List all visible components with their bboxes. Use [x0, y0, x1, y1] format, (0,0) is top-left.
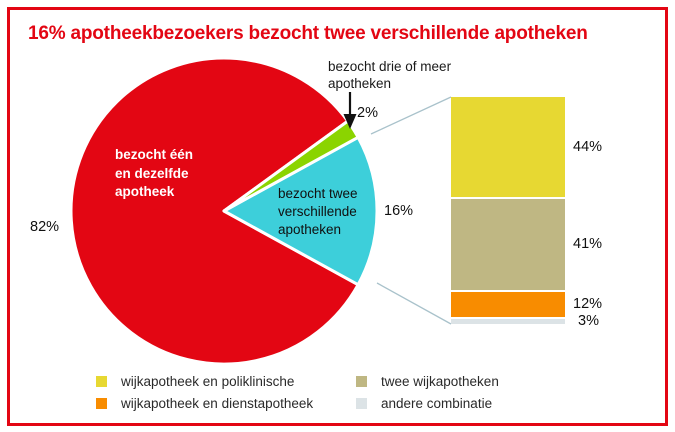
pie-label-three-or-more: bezocht drie of meer apotheken: [328, 59, 452, 91]
legend-label: wijkapotheek en dienstapotheek: [121, 395, 314, 411]
bar-segment-twee-wijkapotheken: [451, 196, 565, 290]
legend-item-wijkapotheek-dienstapotheek: wijkapotheek en dienstapotheek: [96, 396, 356, 411]
bar-segment-wijkapotheek-dienstapotheek: [451, 289, 565, 318]
connector-line-top: [370, 96, 452, 135]
legend-label: andere combinatie: [381, 395, 493, 411]
legend-swatch-icon: [356, 375, 367, 387]
legend-label: wijkapotheek en poliklinische: [121, 373, 295, 389]
legend-item-andere-combinatie: andere combinatie: [356, 396, 499, 411]
down-arrow-icon: [343, 92, 357, 129]
bar-segment-andere-combinatie: [451, 317, 565, 324]
pie-value-three-or-more: 2%: [357, 105, 378, 121]
pie-label-same-pharmacy: bezocht één en dezelfde apotheek: [115, 147, 194, 199]
pie-slice-two-pharmacies: [222, 135, 379, 287]
connector-line-bottom: [376, 282, 452, 325]
legend-swatch-icon: [96, 375, 107, 387]
breakdown-stacked-bar: [451, 97, 565, 324]
legend-label: twee wijkapotheken: [381, 373, 499, 389]
pie-slice-same-pharmacy: [69, 56, 360, 366]
pie-value-same-pharmacy: 82%: [30, 219, 60, 235]
legend-swatch-icon: [96, 397, 107, 409]
pie-value-two-pharmacies: 16%: [384, 203, 414, 219]
bar-value-twee-wijkapotheken: 41%: [573, 236, 603, 252]
legend-swatch-icon: [356, 397, 367, 409]
legend-item-twee-wijkapotheken: twee wijkapotheken: [356, 374, 499, 389]
legend: wijkapotheek en poliklinische twee wijka…: [96, 370, 499, 414]
bar-value-andere-combinatie: 3%: [578, 313, 599, 329]
chart-title: 16% apotheekbezoekers bezocht twee versc…: [28, 23, 588, 44]
pie-label-two-pharmacies: bezocht twee verschillende apotheken: [278, 186, 358, 237]
bar-value-wijkapotheek-dienstapotheek: 12%: [573, 296, 603, 312]
bar-segment-wijkapotheek-poliklinische: [451, 97, 565, 197]
legend-item-wijkapotheek-poliklinische: wijkapotheek en poliklinische: [96, 374, 356, 389]
bar-value-wijkapotheek-poliklinische: 44%: [573, 139, 603, 155]
